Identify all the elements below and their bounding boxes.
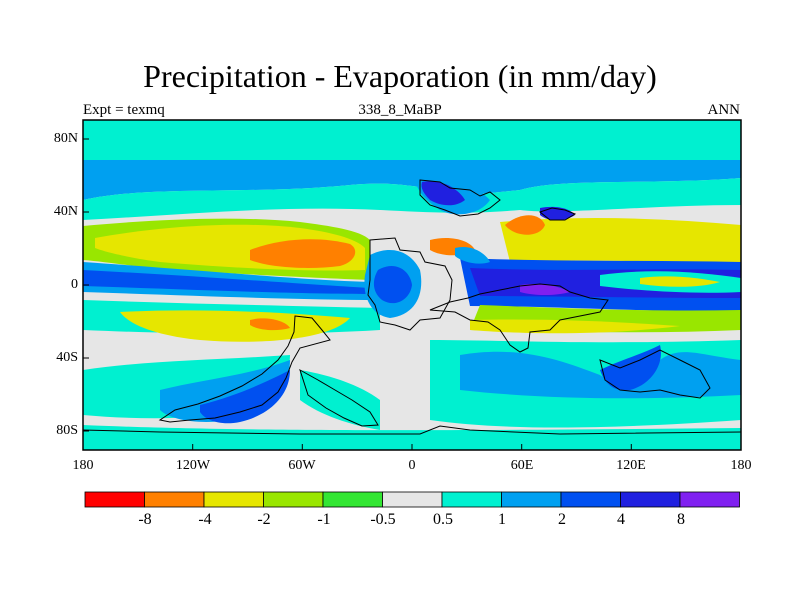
chart-title: Precipitation - Evaporation (in mm/day) — [143, 58, 657, 94]
colorbar-box — [679, 491, 740, 508]
field-patch — [455, 246, 490, 264]
axis-ticks — [82, 138, 742, 450]
field-layer — [83, 120, 741, 450]
colorbar-box — [322, 491, 383, 508]
colorbar — [84, 491, 740, 508]
y-tick-label: 40N — [53, 204, 78, 219]
field-patch — [250, 318, 290, 331]
colorbar-box — [441, 491, 502, 508]
field-patch — [421, 181, 465, 206]
colorbar-label: 2 — [558, 511, 566, 528]
colorbar-box — [382, 491, 443, 508]
y-tick-label: 40S — [56, 350, 78, 365]
x-tick-label: 180 — [72, 458, 94, 473]
field-patch — [120, 310, 350, 342]
field-patch — [83, 178, 741, 220]
field-patch — [83, 160, 741, 200]
coastline-europe — [419, 179, 501, 217]
x-tick-label: 120W — [175, 458, 211, 473]
coastline-south-america — [158, 315, 331, 423]
field-patch — [83, 425, 741, 450]
coastline-antarctica — [82, 425, 742, 435]
colorbar-box — [84, 491, 145, 508]
x-tick-label: 180 — [730, 458, 752, 473]
x-tick-label: 60W — [288, 458, 316, 473]
colorbar-label: 0.5 — [433, 511, 453, 528]
x-tick-label: 60E — [510, 458, 534, 473]
time-label: 338_8_MaBP — [358, 102, 442, 118]
colorbar-label: 8 — [677, 511, 685, 528]
field-patch — [505, 215, 545, 235]
colorbar-label: 4 — [617, 511, 625, 528]
colorbar-label: -2 — [257, 511, 271, 528]
coastline-africa — [367, 237, 453, 331]
field-patch — [460, 351, 741, 399]
field-patch — [470, 319, 680, 334]
field-patch — [83, 120, 741, 160]
colorbar-box — [263, 491, 324, 508]
colorbar-box — [501, 491, 562, 508]
field-patch — [200, 370, 290, 424]
field-patch — [300, 370, 380, 430]
y-tick-label: 80N — [53, 131, 78, 146]
colorbar-label: -8 — [138, 511, 152, 528]
field-patch — [600, 345, 661, 391]
colorbar-label: 1 — [498, 511, 506, 528]
colorbar-label: -4 — [198, 511, 212, 528]
field-patch — [520, 283, 570, 295]
colorbar-box — [144, 491, 205, 508]
y-tick-label: 0 — [71, 277, 78, 292]
x-tick-label: 120E — [616, 458, 646, 473]
field-patch — [373, 265, 412, 304]
colorbar-label: -0.5 — [370, 511, 396, 528]
colorbar-box — [560, 491, 621, 508]
experiment-label: Expt = texmq — [83, 102, 165, 118]
x-tick-label: 0 — [408, 458, 416, 473]
colorbar-box — [620, 491, 681, 508]
field-patch — [250, 239, 356, 268]
coastline-layer — [82, 179, 742, 435]
coastline-australia — [599, 349, 711, 399]
colorbar-label: -1 — [317, 511, 331, 528]
field-patch — [640, 276, 720, 287]
field-patch — [83, 270, 372, 294]
coastline-antarctic-peninsula — [299, 368, 379, 427]
colorbar-box — [203, 491, 264, 508]
field-patch — [500, 218, 741, 265]
y-tick-label: 80S — [56, 423, 78, 438]
coastline-asia-south — [429, 283, 609, 353]
season-label: ANN — [707, 102, 741, 118]
coastline-japan — [538, 207, 577, 221]
